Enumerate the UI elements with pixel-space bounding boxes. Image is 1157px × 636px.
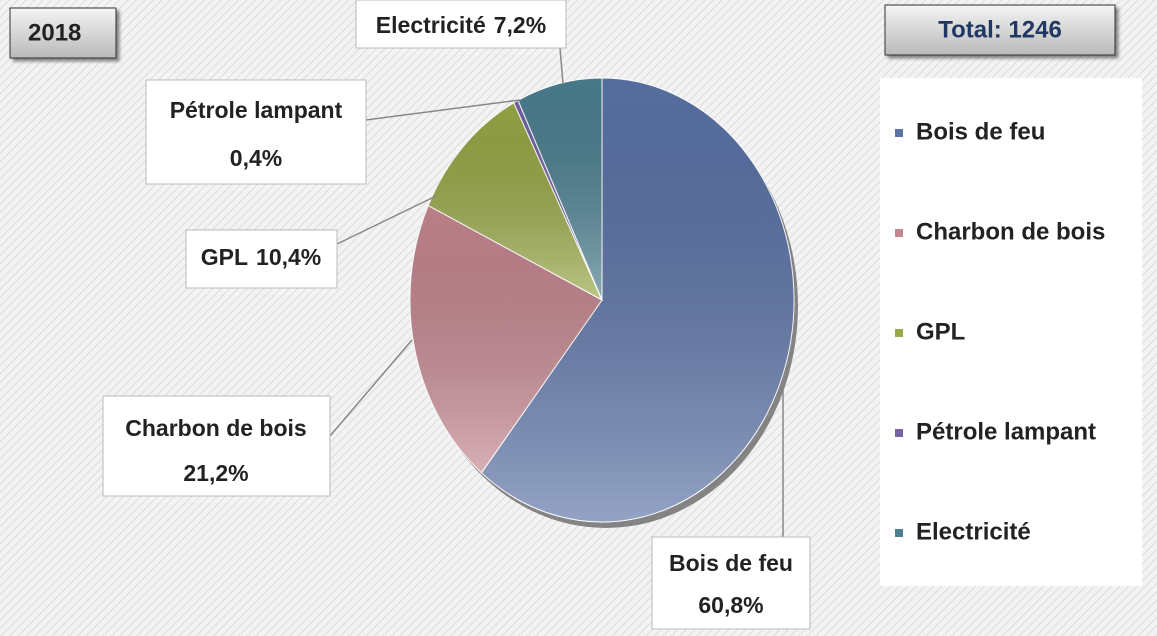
label-value: 0,4% <box>230 145 282 171</box>
data-label: Charbon de bois 21,2% <box>125 415 306 486</box>
legend-swatch <box>895 129 903 137</box>
data-label: Bois de feu 60,8% <box>669 550 793 618</box>
legend-label: Charbon de bois <box>916 218 1105 245</box>
label-value: 10,4% <box>256 244 321 270</box>
legend-label: Bois de feu <box>916 118 1045 145</box>
legend-label: Pétrole lampant <box>916 418 1096 445</box>
leader-line <box>336 195 437 245</box>
label-category: GPL <box>201 244 248 270</box>
data-label-box <box>355 0 567 49</box>
data-label: GPL 10,4% <box>201 244 322 270</box>
total-label: Total: 1246 <box>938 16 1062 43</box>
label-category: Charbon de bois <box>125 415 306 441</box>
leader-line <box>559 47 564 85</box>
slice-shine <box>409 205 602 473</box>
label-value: 7,2% <box>494 12 546 38</box>
legend-label: Electricité <box>916 518 1031 545</box>
legend-swatch <box>895 429 903 437</box>
label-value: 60,8% <box>698 592 763 618</box>
legend-box <box>880 78 1142 586</box>
label-value: 21,2% <box>183 460 248 486</box>
slice-shine <box>481 78 794 522</box>
slice-shine <box>428 102 602 300</box>
data-label-box <box>102 395 331 497</box>
leader-line <box>329 339 413 437</box>
data-label: Pétrole lampant 0,4% <box>170 97 343 171</box>
data-label-box <box>651 536 811 630</box>
legend-swatch <box>895 329 903 337</box>
title-box <box>9 7 117 59</box>
leader-line <box>365 99 521 121</box>
label-category: Bois de feu <box>669 550 793 576</box>
legend-swatch <box>895 229 903 237</box>
slice-shine <box>513 100 602 300</box>
chart-title: 2018 <box>28 19 81 46</box>
data-label: Electricité 7,2% <box>376 12 546 38</box>
data-label-box <box>185 229 338 289</box>
data-label-box <box>145 79 367 185</box>
legend-label: GPL <box>916 318 965 345</box>
total-box <box>884 4 1116 56</box>
slice-shine <box>518 78 602 300</box>
legend-swatch <box>895 529 903 537</box>
label-category: Pétrole lampant <box>170 97 343 123</box>
label-category: Electricité <box>376 12 486 38</box>
